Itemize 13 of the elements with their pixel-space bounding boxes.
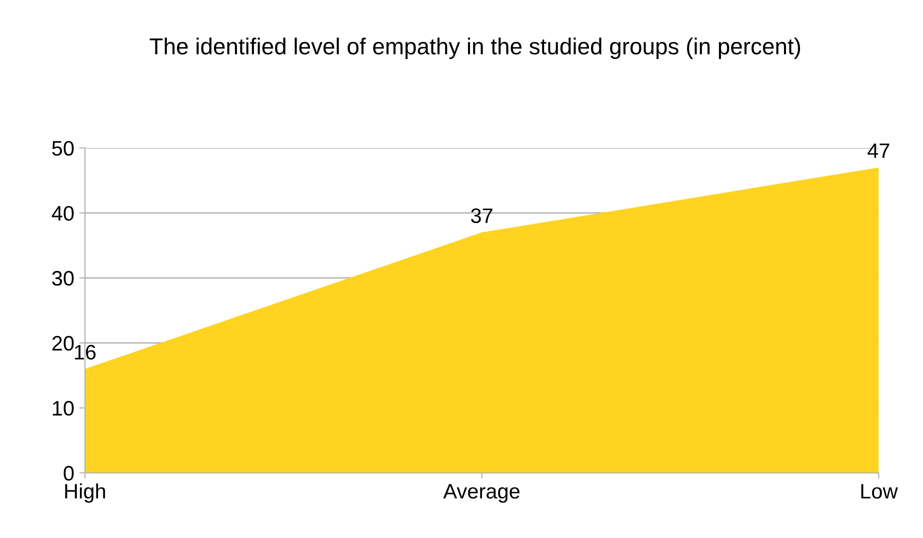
y-tick-label: 40 bbox=[52, 206, 74, 221]
chart-title: The identified level of empathy in the studied groups (in percent) bbox=[150, 38, 800, 60]
x-tick-label: Low bbox=[861, 484, 898, 499]
x-tick-label: High bbox=[65, 483, 105, 503]
data-label: 47 bbox=[868, 144, 890, 158]
y-tick-label: 50 bbox=[52, 140, 74, 156]
data-label: 37 bbox=[471, 208, 492, 224]
y-tick-label: 10 bbox=[52, 400, 74, 416]
y-tick-label: 20 bbox=[52, 336, 74, 351]
x-tick-label: Average bbox=[443, 484, 520, 503]
y-tick-label: 30 bbox=[52, 270, 74, 286]
y-tick-label: 0 bbox=[64, 466, 74, 481]
data-label: 16 bbox=[74, 344, 96, 360]
